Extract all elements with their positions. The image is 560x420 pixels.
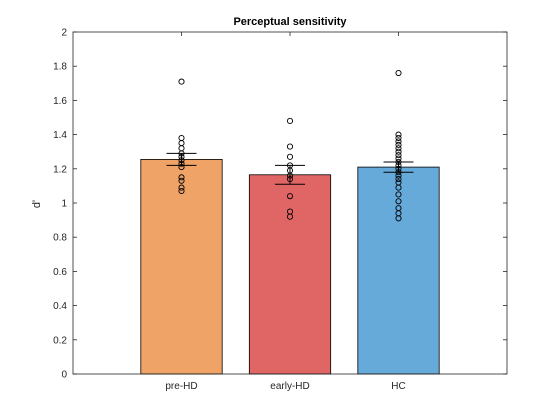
data-point — [178, 78, 185, 85]
data-point — [286, 117, 294, 124]
data-point — [286, 193, 294, 200]
data-point — [395, 176, 402, 183]
data-point — [395, 138, 402, 145]
data-point — [395, 141, 402, 148]
data-point — [395, 184, 402, 191]
bar — [140, 158, 223, 375]
y-tick-label: 1.4 — [53, 130, 67, 141]
data-point — [395, 69, 402, 77]
data-point — [395, 148, 402, 155]
y-axis-label: d' — [31, 200, 43, 208]
data-point — [178, 174, 185, 181]
data-point — [395, 198, 402, 205]
data-point — [395, 152, 402, 159]
y-tick-label: 0.2 — [53, 335, 67, 346]
y-tick-label: 0.4 — [53, 301, 67, 312]
x-tick-label: pre-HD — [165, 381, 197, 392]
y-tick-label: 2 — [61, 28, 67, 39]
x-tick-label: HC — [391, 381, 405, 392]
data-point — [395, 131, 402, 138]
plot-frame — [72, 31, 508, 375]
y-tick-label: 1.2 — [53, 164, 67, 175]
data-point — [178, 187, 185, 195]
y-tick-label: 0 — [61, 370, 67, 381]
y-tick-label: 1.8 — [53, 62, 67, 73]
data-point — [178, 184, 185, 191]
data-point — [395, 172, 402, 179]
bar — [248, 174, 332, 375]
data-point — [286, 213, 294, 220]
data-point — [395, 155, 402, 162]
y-tick-label: 0.6 — [53, 267, 67, 278]
data-point — [395, 191, 402, 198]
data-point — [178, 177, 185, 184]
data-point — [395, 215, 402, 222]
y-tick-label: 1 — [61, 199, 67, 210]
data-point — [286, 143, 294, 150]
y-tick-label: 0.8 — [53, 233, 67, 244]
chart-title: Perceptual sensitivity — [233, 16, 347, 28]
x-tick-label: early-HD — [270, 381, 309, 392]
y-tick-label: 1.6 — [53, 96, 67, 107]
data-point — [286, 153, 294, 160]
data-point — [395, 145, 402, 152]
data-point — [395, 134, 402, 142]
bar — [357, 166, 440, 375]
